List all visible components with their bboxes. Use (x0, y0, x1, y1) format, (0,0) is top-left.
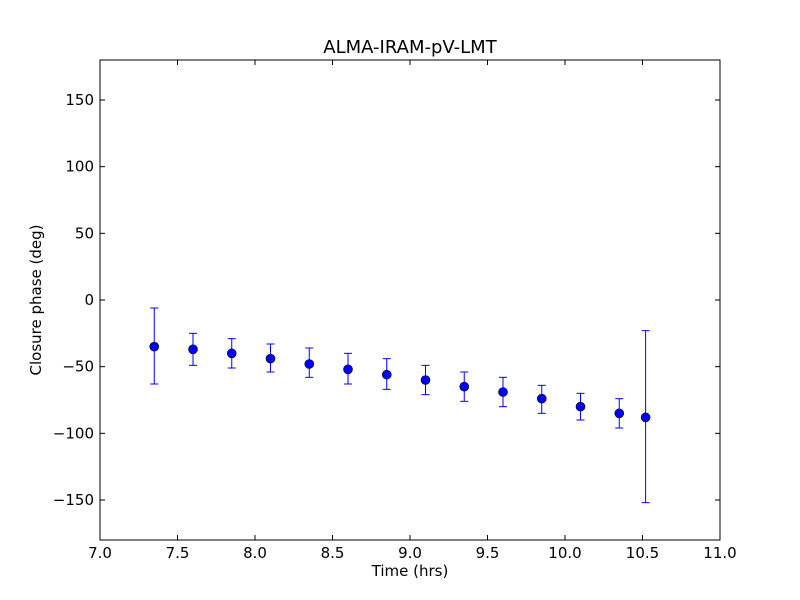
data-point (614, 408, 625, 419)
data-point (226, 348, 237, 359)
data-point (149, 341, 160, 352)
y-tick-label: −50 (62, 358, 94, 376)
data-point (343, 364, 353, 375)
x-tick-label: 7.5 (166, 544, 190, 562)
plot-marks (149, 307, 651, 504)
data-point (640, 412, 651, 423)
data-point (498, 387, 508, 397)
y-axis-ticks: −150 −100 −50 0 50 100 150 (53, 91, 720, 509)
y-tick-label: 50 (75, 224, 94, 242)
data-point (536, 393, 547, 404)
x-tick-label: 8.0 (243, 544, 267, 562)
data-point (381, 369, 392, 380)
chart-title: ALMA-IRAM-pV-LMT (323, 37, 497, 58)
x-tick-label: 10.0 (548, 544, 581, 562)
y-tick-label: 0 (84, 291, 94, 309)
x-tick-label: 11.0 (703, 544, 736, 562)
data-point (188, 344, 198, 355)
x-axis-label: Time (hrs) (371, 562, 449, 580)
data-point (420, 375, 431, 385)
x-tick-label: 9.0 (398, 544, 422, 562)
y-axis-label: Closure phase (deg) (27, 225, 45, 376)
y-tick-label: −150 (53, 491, 94, 509)
y-tick-label: 150 (65, 91, 94, 109)
x-axis-ticks: 7.0 7.5 8.0 8.5 9.0 9.5 10.0 10.5 11.0 (88, 60, 737, 562)
data-point (575, 401, 586, 412)
x-tick-label: 10.5 (626, 544, 659, 562)
data-point (304, 359, 315, 369)
x-tick-label: 8.5 (321, 544, 345, 562)
data-point (459, 381, 470, 392)
data-point (265, 353, 276, 364)
y-tick-label: −100 (53, 424, 94, 442)
x-tick-label: 9.5 (476, 544, 500, 562)
axes-frame (99, 59, 721, 541)
y-tick-label: 100 (65, 158, 94, 176)
x-tick-label: 7.0 (88, 544, 112, 562)
